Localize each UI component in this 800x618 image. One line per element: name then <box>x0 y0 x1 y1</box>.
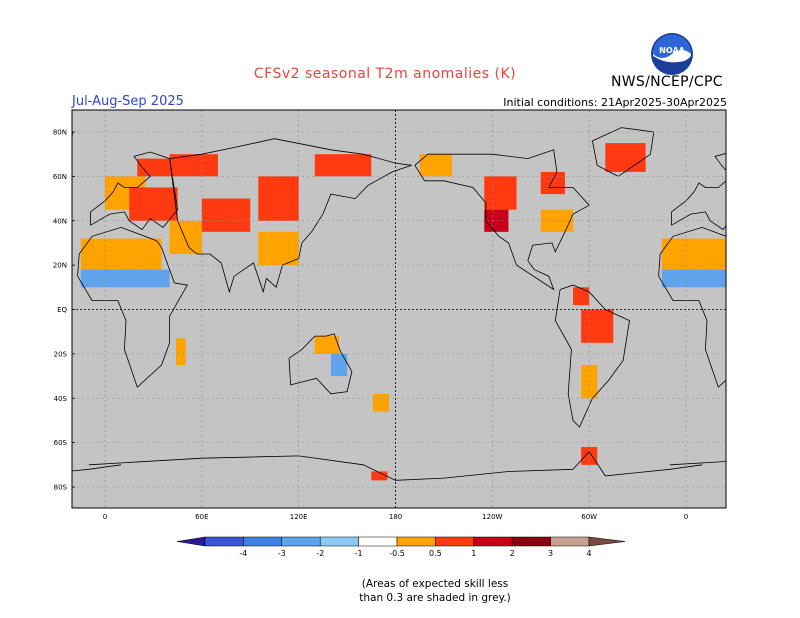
anomaly-hudson <box>540 171 565 195</box>
lat-tick-label: 80N <box>53 129 67 137</box>
coastline-layer <box>0 127 800 481</box>
lon-tick-label: 0 <box>103 513 107 521</box>
footnote-line-2: than 0.3 are shaded in grey.) <box>359 592 511 604</box>
anomaly-argentina <box>0 365 16 398</box>
lon-tick-label: 120W <box>482 513 502 521</box>
lon-tick-label: 60E <box>195 513 208 521</box>
anomaly-sahara <box>661 238 726 270</box>
anomaly-new-zealand <box>372 393 390 412</box>
coastline-samerica <box>554 284 630 428</box>
noaa-logo-icon: NOAA <box>651 33 693 75</box>
logo-text: NOAA <box>659 46 685 55</box>
lon-tick-label: 180 <box>389 513 402 521</box>
anomaly-scandinavia <box>137 158 170 177</box>
anomaly-australia-north <box>314 336 340 354</box>
lat-tick-label: 40N <box>53 217 67 225</box>
map-frame <box>71 109 727 509</box>
coastline-antarctica <box>88 450 703 481</box>
coastline-greenland <box>592 127 655 177</box>
lat-tick-label: EQ <box>57 306 67 314</box>
graticule <box>72 110 726 508</box>
colorbar-segment <box>473 536 513 547</box>
coastline-namerica <box>0 150 8 290</box>
lat-tick-label: 20N <box>53 262 67 270</box>
season-label: Jul-Aug-Sep 2025 <box>72 94 184 109</box>
axis-ticks: 80N 60N 40N 20N EQ 20S 40S 60S 80S 0 60E 120E 180 120… <box>53 129 688 522</box>
lon-tick-label: 60W <box>581 513 597 521</box>
coastline-africa <box>77 226 188 388</box>
colorbar: -4 -3 -2 -1 -0.5 0.5 1 2 3 4 <box>176 536 626 558</box>
colorbar-segment <box>243 536 283 547</box>
anomaly-siberia-east <box>258 176 299 221</box>
colorbar-label: -1 <box>355 549 363 558</box>
map-title: CFSv2 seasonal T2m anomalies (K) <box>253 66 517 82</box>
anomaly-layer <box>0 143 726 481</box>
anomaly-russia-north <box>169 154 218 177</box>
lon-tick-label: 120E <box>290 513 308 521</box>
colorbar-segment <box>281 536 321 547</box>
anomaly-central-europe <box>129 187 178 221</box>
colorbar-segment <box>319 536 359 547</box>
anomaly-venezuela <box>573 287 590 306</box>
coastline-asia <box>169 138 412 294</box>
lat-tick-label: 80S <box>54 484 68 492</box>
lat-tick-label: 20S <box>54 350 68 358</box>
anomaly-greenland <box>605 143 646 172</box>
colorbar-segment <box>396 536 436 547</box>
coastline-samerica <box>0 285 49 427</box>
colorbar-label: 3 <box>548 549 553 558</box>
initial-conditions-label: Initial conditions: 21Apr2025-30Apr2025 <box>503 96 727 109</box>
anomaly-australia-east <box>330 353 348 377</box>
anomaly-sahara <box>80 238 162 270</box>
colorbar-segment <box>435 536 475 547</box>
anomaly-alaska <box>419 154 452 177</box>
coastline-namerica <box>414 149 590 291</box>
colorbar-segment <box>511 536 551 547</box>
anomaly-east-siberia-north <box>314 154 372 177</box>
coastline-australia <box>288 333 353 395</box>
footnote-line-1: (Areas of expected skill less <box>361 578 509 590</box>
coastline-europe <box>90 151 179 231</box>
colorbar-label: -3 <box>278 549 286 558</box>
colorbar-label: -0.5 <box>389 549 405 558</box>
lat-tick-label: 60N <box>53 173 67 181</box>
anomaly-venezuela <box>0 287 8 305</box>
anomaly-amazon <box>581 309 614 343</box>
lat-tick-label: 40S <box>54 395 68 403</box>
anomaly-amazon <box>0 310 32 343</box>
anomaly-antarctic-peninsula <box>0 447 16 465</box>
coastline-africa <box>658 226 726 388</box>
anomaly-canada-west <box>484 176 517 210</box>
anomaly-middle-east <box>169 220 202 255</box>
anomaly-us-east <box>540 209 574 232</box>
anomaly-china <box>258 231 299 266</box>
colorbar-label: -2 <box>316 549 324 558</box>
colorbar-segment <box>550 536 590 547</box>
colorbar-label: 2 <box>510 549 515 558</box>
colorbar-label: 1 <box>471 549 476 558</box>
colorbar-max-arrow <box>588 536 626 547</box>
colorbar-label: 4 <box>586 549 591 558</box>
anomaly-greenland <box>24 143 64 172</box>
colorbar-segment <box>204 536 244 547</box>
coastline-europe <box>671 152 726 231</box>
anomaly-sahel <box>80 269 170 288</box>
lon-tick-label: 0 <box>684 513 688 521</box>
agency-label: NWS/NCEP/CPC <box>611 74 723 90</box>
colorbar-segment <box>358 536 398 547</box>
anomaly-central-asia <box>201 198 251 232</box>
colorbar-label: -4 <box>239 549 247 558</box>
colorbar-label: 0.5 <box>429 549 442 558</box>
skill-footnote: (Areas of expected skill less than 0.3 a… <box>0 577 800 605</box>
anomaly-sahel <box>661 269 726 288</box>
anomaly-madagascar <box>176 338 186 365</box>
colorbar-min-arrow <box>176 536 206 547</box>
lat-tick-label: 60S <box>54 439 68 447</box>
anomaly-ross-sea <box>371 471 388 481</box>
coastline-asia <box>751 139 800 292</box>
